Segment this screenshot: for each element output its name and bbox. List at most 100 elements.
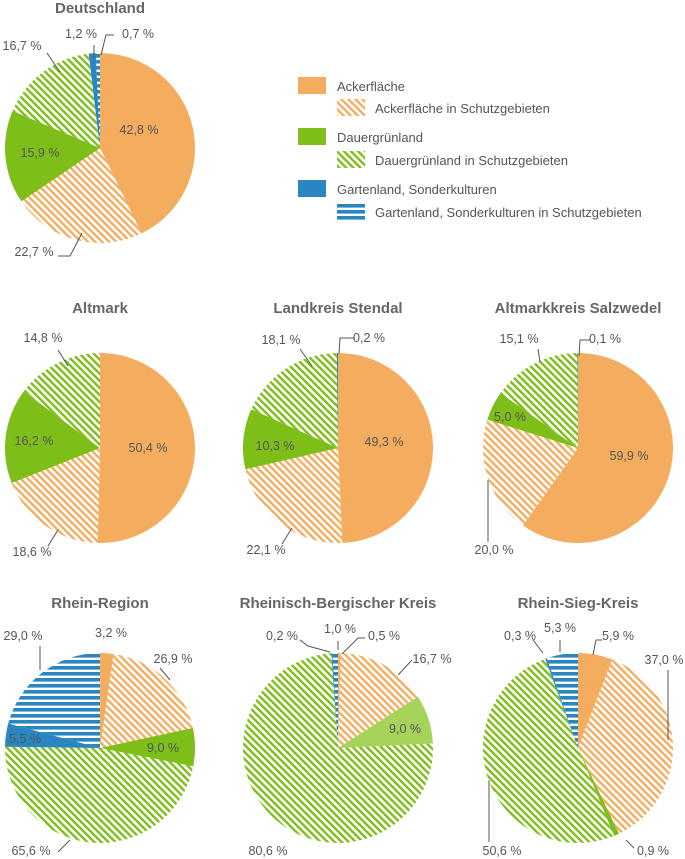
pie-slice-ackerflaeche-in-schutzgebieten	[482, 419, 578, 526]
data-label: 15,1 %	[500, 332, 539, 346]
leader-line	[341, 637, 365, 655]
leader-line	[159, 667, 171, 681]
pie-slice-dauergruenland	[487, 393, 578, 448]
pie-chart-altmarkkreis-salzwedel: Altmarkkreis Salzwedel 59,9 % 20,0 % 5,0 % 1…	[475, 300, 674, 557]
legend-item-ackerflaeche: Ackerfläche	[298, 77, 405, 94]
pie-slice-dauergruenland-in-schutzgebieten	[23, 353, 101, 448]
pie-slice-gartenland-sonderkulturen-in-schutzgebieten	[8, 653, 101, 748]
data-label: 22,1 %	[247, 543, 286, 557]
data-label: 50,4 %	[129, 441, 168, 455]
leader-line	[299, 348, 313, 367]
leader-line	[578, 339, 590, 357]
legend-item-dauergruenland: Dauergrünland	[298, 128, 423, 145]
chart-title: Rhein-Sieg-Kreis	[518, 595, 639, 612]
pie-slice-ackerflaeche	[578, 653, 613, 748]
pie-slice-gartenland-sonderkulturen-in-schutzgebieten	[546, 653, 578, 748]
data-label: 14,8 %	[24, 331, 63, 345]
legend-swatch	[337, 203, 365, 220]
chart-title: Altmarkkreis Salzwedel	[495, 300, 662, 317]
data-label: 0,2 %	[266, 629, 298, 643]
pie-slice-ackerflaeche-in-schutzgebieten	[578, 659, 674, 834]
pie-slice-ackerflaeche-in-schutzgebieten	[245, 448, 343, 544]
legend-swatch	[337, 151, 365, 168]
pie-chart-rhein-region: Rhein-Region 3,2 % 26,9 % 9,0 % 65,6 % 5,5 % 2…	[4, 595, 196, 858]
pie-slice-dauergruenland-in-schutzgebieten	[12, 53, 100, 148]
legend-swatch	[337, 99, 365, 116]
legend: Ackerfläche Ackerfläche in Schutzgebieten…	[298, 77, 642, 220]
data-label: 0,3 %	[504, 629, 536, 643]
leader-line	[397, 659, 413, 676]
data-label: 29,0 %	[4, 629, 43, 643]
chart-title: Altmark	[72, 300, 129, 317]
legend-item-gartenland-sonderkulturen: Gartenland, Sonderkulturen	[298, 180, 497, 197]
pie-slice-ackerflaeche	[100, 53, 195, 234]
data-label: 59,9 %	[610, 449, 649, 463]
pie-slice-ackerflaeche	[338, 353, 434, 543]
pie-chart-landkreis-stendal: Landkreis Stendal 49,3 % 22,1 % 10,3 % 18,1 …	[242, 300, 434, 557]
data-label: 16,7 %	[413, 652, 452, 666]
pie-slice-gartenland-sonderkulturen-in-schutzgebieten	[95, 52, 100, 149]
legend-item-ackerflaeche-in-schutzgebieten: Ackerfläche in Schutzgebieten	[337, 99, 550, 116]
chart-title: Rheinisch-Bergischer Kreis	[240, 595, 437, 612]
data-label: 0,7 %	[122, 27, 154, 41]
data-label: 5,0 %	[494, 410, 526, 424]
data-label: 18,6 %	[13, 545, 52, 559]
data-label: 1,2 %	[65, 27, 97, 41]
data-label: 80,6 %	[249, 844, 288, 858]
data-label: 1,0 %	[324, 622, 356, 636]
legend-label: Gartenland, Sonderkulturen in Schutzgebi…	[375, 205, 642, 220]
data-label: 5,5 %	[9, 732, 41, 746]
pie-slice-ackerflaeche	[97, 353, 195, 543]
data-label: 26,9 %	[154, 652, 193, 666]
data-label: 0,5 %	[368, 629, 400, 643]
leader-line	[57, 349, 69, 367]
charts-group: Deutschland 42,8 % 22,7 % 15,9 % 16,7 % 1,2 %…	[3, 0, 684, 858]
leader-line	[537, 348, 541, 363]
legend-label: Gartenland, Sonderkulturen	[337, 182, 497, 197]
data-label: 9,0 %	[147, 741, 179, 755]
chart-title: Landkreis Stendal	[273, 300, 402, 317]
pie-slice-ackerflaeche-in-schutzgebieten	[21, 148, 142, 243]
pie-chart-rheinisch-bergischer-kreis: Rheinisch-Bergischer Kreis 0,5 % 16,7 % 9,0…	[240, 595, 452, 858]
data-label: 16,2 %	[15, 434, 54, 448]
legend-item-dauergruenland-in-schutzgebieten: Dauergrünland in Schutzgebieten	[337, 151, 568, 168]
data-label: 37,0 %	[645, 653, 684, 667]
legend-label: Dauergrünland in Schutzgebieten	[375, 153, 568, 168]
pie-slice-gartenland-sonderkulturen-in-schutzgebieten	[332, 653, 338, 748]
data-label: 20,0 %	[475, 543, 514, 557]
leader-line	[532, 639, 544, 654]
data-label: 0,9 %	[637, 844, 669, 858]
pie-slice-gartenland-sonderkulturen	[577, 352, 578, 448]
pie-chart-rhein-sieg-kreis: Rhein-Sieg-Kreis 5,9 % 37,0 % 0,9 % 50,6 % 0,…	[483, 595, 684, 858]
legend-swatch	[298, 77, 326, 94]
pie-slice-ackerflaeche	[522, 353, 674, 543]
pie-slice-dauergruenland-in-schutzgebieten	[5, 746, 194, 844]
pie-slice-dauergruenland-in-schutzgebieten	[251, 353, 338, 448]
data-label: 10,3 %	[256, 439, 295, 453]
data-label: 15,9 %	[21, 146, 60, 160]
pie-slice-dauergruenland	[100, 728, 196, 767]
pie-slice-dauergruenland	[578, 748, 619, 836]
pie-chart-altmark: Altmark 50,4 % 18,6 % 16,2 % 14,8 %	[4, 300, 195, 559]
data-label: 18,1 %	[262, 333, 301, 347]
data-label: 3,2 %	[95, 626, 127, 640]
pie-slice-ackerflaeche	[100, 653, 114, 748]
pie-slice-gartenland-sonderkulturen	[88, 53, 100, 149]
pie-slice-dauergruenland-in-schutzgebieten	[243, 653, 434, 843]
legend-label: Dauergrünland	[337, 130, 423, 145]
leader-line	[338, 337, 354, 355]
data-label: 5,3 %	[544, 621, 576, 635]
legend-item-gartenland-sonderkulturen-in-schutzgebieten: Gartenland, Sonderkulturen in Schutzgebi…	[337, 203, 642, 220]
data-label: 9,0 %	[389, 722, 421, 736]
chart-title: Deutschland	[55, 0, 145, 17]
data-label: 49,3 %	[365, 435, 404, 449]
leader-line	[100, 34, 114, 56]
pie-slice-dauergruenland	[338, 696, 433, 748]
pie-slice-gartenland-sonderkulturen	[5, 723, 100, 748]
pie-slice-dauergruenland-in-schutzgebieten	[482, 658, 615, 844]
data-label: 16,7 %	[3, 39, 42, 53]
data-label: 65,6 %	[12, 844, 51, 858]
data-label: 50,6 %	[483, 844, 522, 858]
chart-title: Rhein-Region	[51, 595, 149, 612]
